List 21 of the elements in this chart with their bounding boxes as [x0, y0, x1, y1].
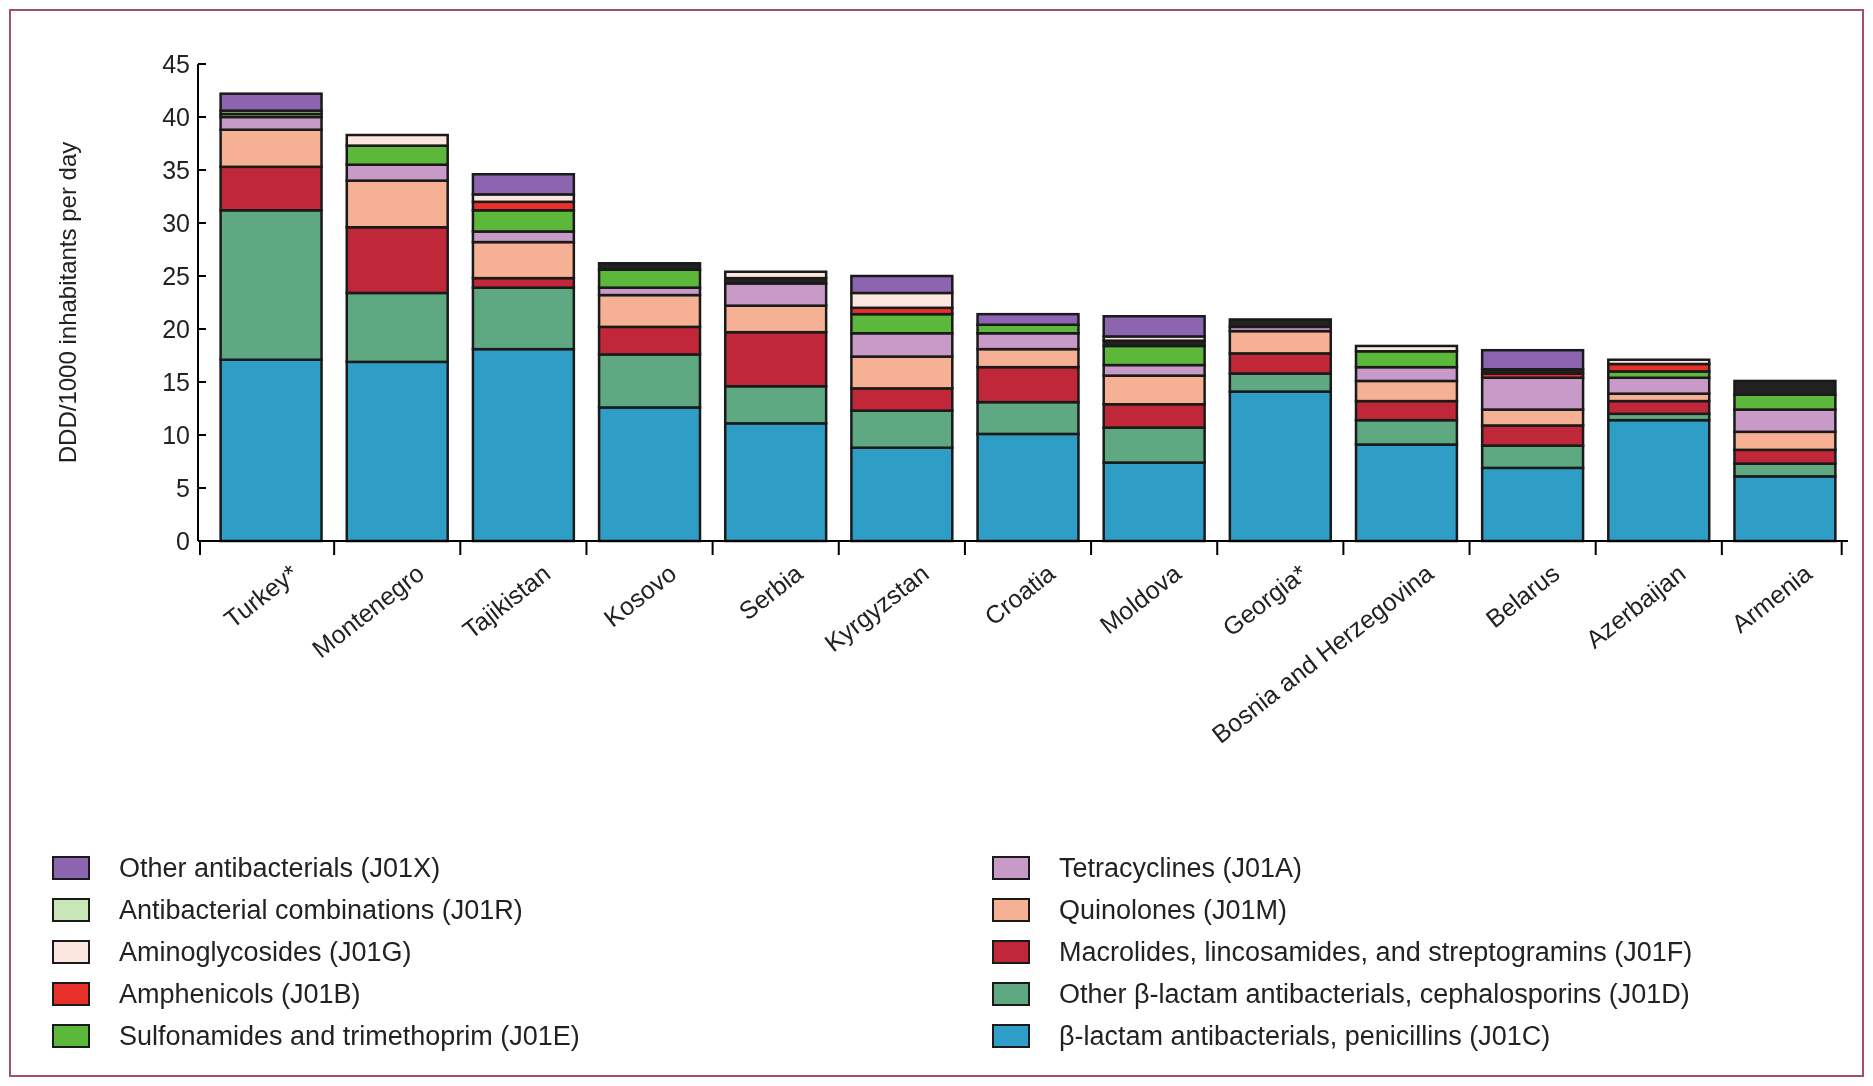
y-tick-label: 40: [162, 102, 190, 131]
legend-label: Antibacterial combinations (J01R): [119, 895, 523, 926]
y-tick-label: 30: [162, 208, 190, 237]
legend-label: Sulfonamides and trimethoprim (J01E): [119, 1021, 580, 1052]
legend-label: Quinolones (J01M): [1059, 895, 1288, 926]
y-tick-label: 0: [176, 526, 190, 555]
y-tick-label: 35: [162, 155, 190, 184]
y-tick-label: 20: [162, 314, 190, 343]
legend-label: Aminoglycosides (J01G): [119, 937, 412, 968]
y-axis-title: DDD/1000 inhabitants per day: [54, 141, 82, 464]
legend-label: Tetracyclines (J01A): [1059, 853, 1303, 884]
legend-label: Other antibacterials (J01X): [119, 853, 441, 884]
y-tick-label: 15: [162, 367, 190, 396]
legend-label: β-lactam antibacterials, penicillins (J01C): [1059, 1021, 1551, 1052]
y-tick-label: 25: [162, 261, 190, 290]
y-tick-label: 5: [176, 473, 190, 502]
y-tick-label: 45: [162, 49, 190, 78]
legend-label: Amphenicols (J01B): [119, 979, 361, 1010]
legend-label: Other β-lactam antibacterials, cephalosporins (J01D): [1059, 979, 1690, 1010]
legend-label: Macrolides, lincosamides, and streptogramins (J01F): [1059, 937, 1693, 968]
y-tick-label: 10: [162, 420, 190, 449]
